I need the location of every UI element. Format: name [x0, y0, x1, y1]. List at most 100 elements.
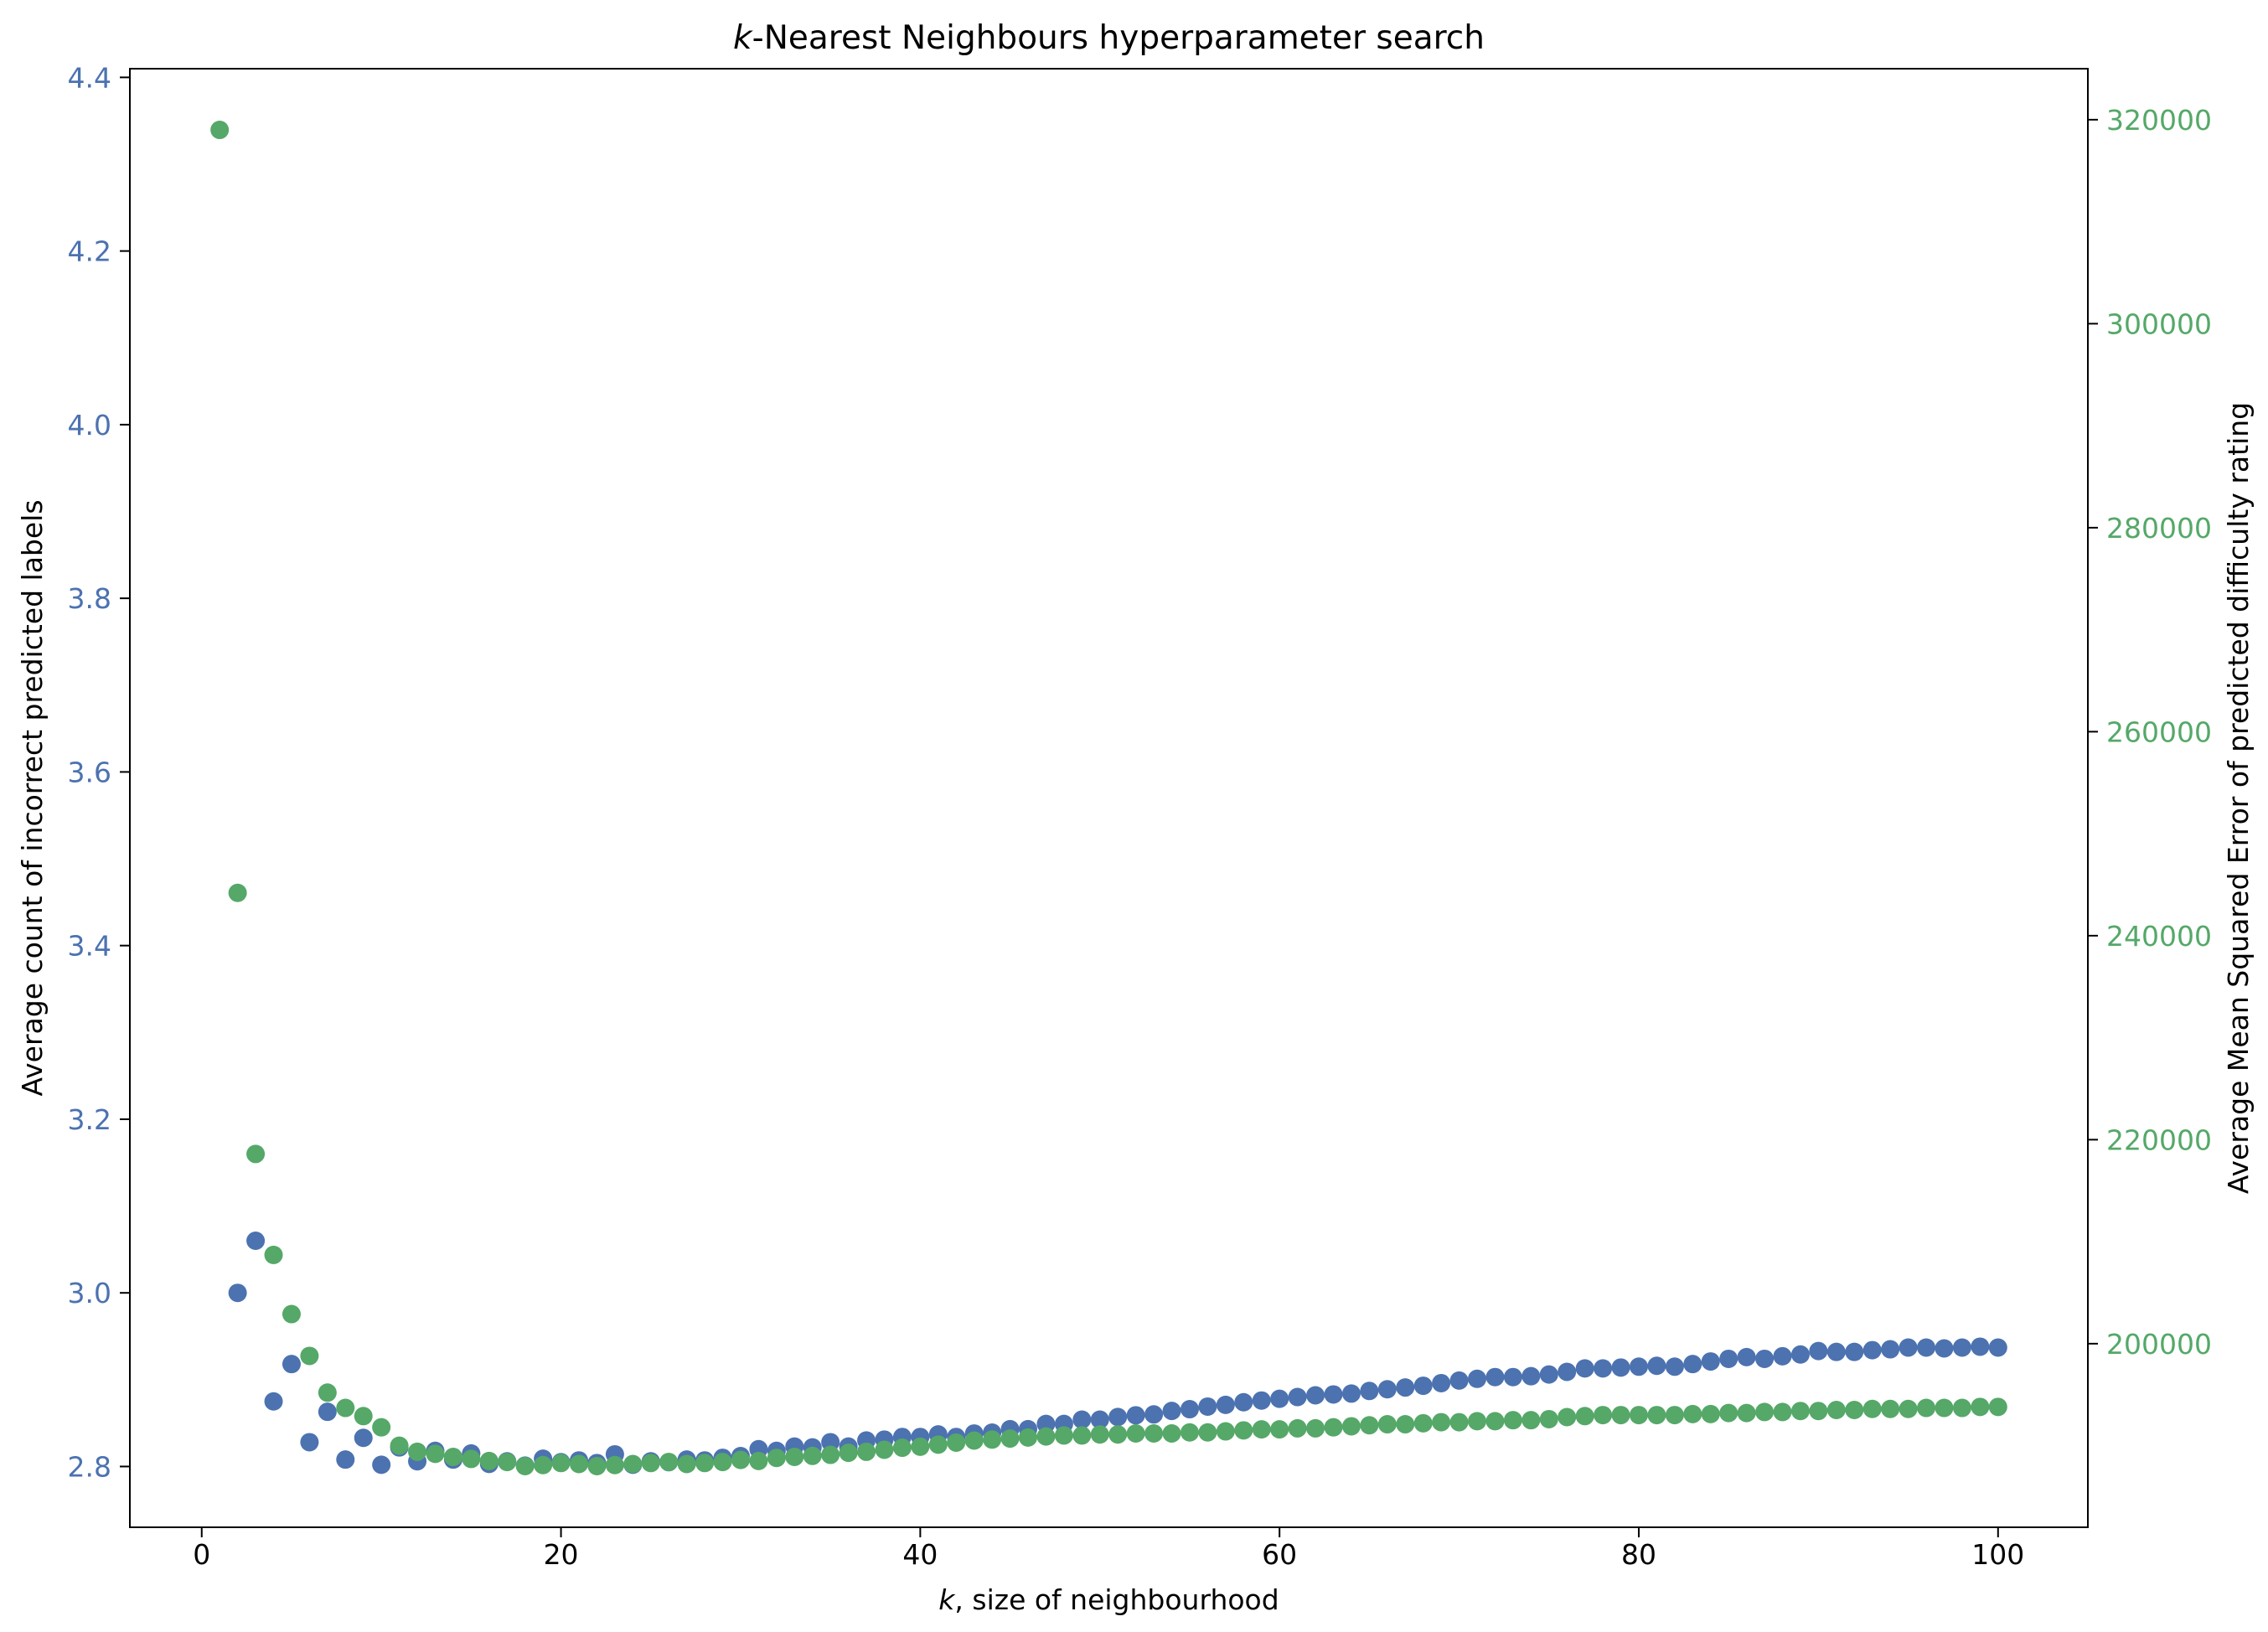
incorrect-labels-point — [1971, 1337, 1990, 1356]
mse-point — [570, 1454, 589, 1474]
mse-point — [1108, 1425, 1128, 1444]
mse-point — [443, 1447, 462, 1466]
mse-point — [713, 1453, 732, 1472]
x-tick-label: 0 — [193, 1538, 210, 1571]
mse-point — [1072, 1426, 1092, 1445]
incorrect-labels-point — [282, 1355, 301, 1374]
mse-point — [587, 1456, 607, 1475]
left-y-axis: 2.8 3.0 3.2 3.4 3.6 3.8 4.0 4.2 4.4 — [68, 61, 130, 1483]
mse-point — [1180, 1423, 1199, 1442]
left-y-tick-label: 3.8 — [68, 582, 111, 615]
mse-point — [354, 1407, 373, 1426]
mse-point — [821, 1445, 840, 1464]
mse-point — [1917, 1398, 1936, 1418]
mse-point — [534, 1455, 553, 1474]
mse-point — [1826, 1400, 1846, 1419]
right-y-tick-label: 200000 — [2106, 1328, 2212, 1361]
mse-point — [803, 1446, 822, 1465]
mse-point — [1575, 1407, 1594, 1426]
mse-point — [1594, 1406, 1613, 1425]
incorrect-labels-point — [1126, 1406, 1145, 1425]
incorrect-labels-point — [1324, 1385, 1343, 1404]
incorrect-labels-point — [1737, 1347, 1756, 1366]
mse-point — [623, 1454, 643, 1474]
left-y-tick-label: 4.4 — [68, 61, 111, 94]
incorrect-labels-point — [1755, 1349, 1775, 1368]
mse-point — [1126, 1423, 1145, 1443]
incorrect-labels-point — [336, 1450, 355, 1469]
chart-title: k-Nearest Neighbours hyperparameter sear… — [733, 19, 1485, 57]
mse-point — [1413, 1413, 1433, 1433]
mse-point — [1341, 1417, 1361, 1436]
incorrect-labels-point — [1790, 1345, 1810, 1364]
right-y-tick-label: 320000 — [2106, 104, 2212, 137]
mse-point — [1971, 1397, 1990, 1417]
incorrect-labels-point — [1288, 1387, 1307, 1407]
mse-point — [1000, 1429, 1020, 1449]
incorrect-labels-point — [1594, 1359, 1613, 1378]
x-tick-label: 40 — [902, 1538, 938, 1571]
mse-point — [1539, 1409, 1558, 1428]
incorrect-labels-point — [1773, 1346, 1792, 1366]
mse-point — [1054, 1426, 1073, 1445]
incorrect-labels-point — [1629, 1357, 1648, 1376]
left-y-axis-label: Average count of incorrect predicted lab… — [16, 499, 49, 1096]
mse-point — [677, 1454, 696, 1474]
x-axis-label-rest: , size of neighbourhood — [954, 1583, 1279, 1616]
mse-point — [605, 1455, 624, 1474]
mse-point — [372, 1418, 391, 1437]
mse-point — [551, 1454, 571, 1473]
incorrect-labels-point — [1216, 1395, 1235, 1414]
mse-point — [1790, 1402, 1810, 1421]
left-y-tick-label: 4.0 — [68, 409, 111, 442]
left-y-tick-label: 3.2 — [68, 1103, 111, 1136]
scatter-points — [210, 121, 2007, 1475]
x-tick-label: 20 — [544, 1538, 579, 1571]
mse-point — [1468, 1412, 1487, 1431]
mse-point — [892, 1438, 912, 1458]
left-y-tick-label: 3.4 — [68, 930, 111, 963]
chart-title-rest: -Nearest Neighbours hyperparameter searc… — [752, 19, 1485, 57]
incorrect-labels-point — [1162, 1402, 1181, 1421]
mse-point — [1773, 1402, 1792, 1422]
right-y-tick-label: 220000 — [2106, 1123, 2212, 1156]
mse-point — [1090, 1425, 1109, 1444]
incorrect-labels-point — [1952, 1338, 1971, 1357]
mse-point — [1845, 1400, 1864, 1419]
incorrect-labels-point — [1413, 1376, 1433, 1396]
incorrect-labels-point — [1341, 1384, 1361, 1403]
incorrect-labels-point — [1611, 1358, 1630, 1377]
mse-point — [1719, 1403, 1738, 1423]
right-y-tick-label: 280000 — [2106, 512, 2212, 545]
incorrect-labels-point — [1917, 1338, 1936, 1357]
mse-point — [479, 1451, 499, 1470]
mse-point — [1611, 1406, 1630, 1425]
x-tick-label: 100 — [1971, 1538, 2024, 1571]
incorrect-labels-point — [1701, 1352, 1720, 1371]
incorrect-labels-point — [1072, 1410, 1092, 1429]
incorrect-labels-point — [1449, 1371, 1469, 1390]
mse-point — [1899, 1399, 1918, 1418]
incorrect-labels-point — [228, 1283, 247, 1303]
incorrect-labels-point — [1485, 1367, 1505, 1387]
incorrect-labels-point — [1198, 1397, 1217, 1416]
mse-point — [1377, 1415, 1397, 1434]
incorrect-labels-point — [1899, 1338, 1918, 1357]
incorrect-labels-point — [1988, 1338, 2007, 1357]
x-tick-label: 60 — [1262, 1538, 1297, 1571]
incorrect-labels-point — [1108, 1407, 1128, 1427]
mse-point — [1558, 1407, 1577, 1427]
mse-point — [964, 1431, 984, 1450]
x-axis: 0 20 40 60 80 100 — [193, 1527, 2024, 1571]
incorrect-labels-point — [1270, 1389, 1289, 1408]
mse-point — [498, 1453, 517, 1472]
incorrect-labels-point — [1432, 1373, 1451, 1392]
incorrect-labels-point — [372, 1455, 391, 1474]
incorrect-labels-point — [1468, 1369, 1487, 1388]
mse-point — [1216, 1422, 1235, 1441]
mse-point — [749, 1451, 768, 1470]
x-axis-label: k, size of neighbourhood — [938, 1583, 1279, 1616]
mse-point — [264, 1245, 283, 1264]
incorrect-labels-point — [821, 1433, 840, 1452]
mse-point — [336, 1398, 355, 1418]
